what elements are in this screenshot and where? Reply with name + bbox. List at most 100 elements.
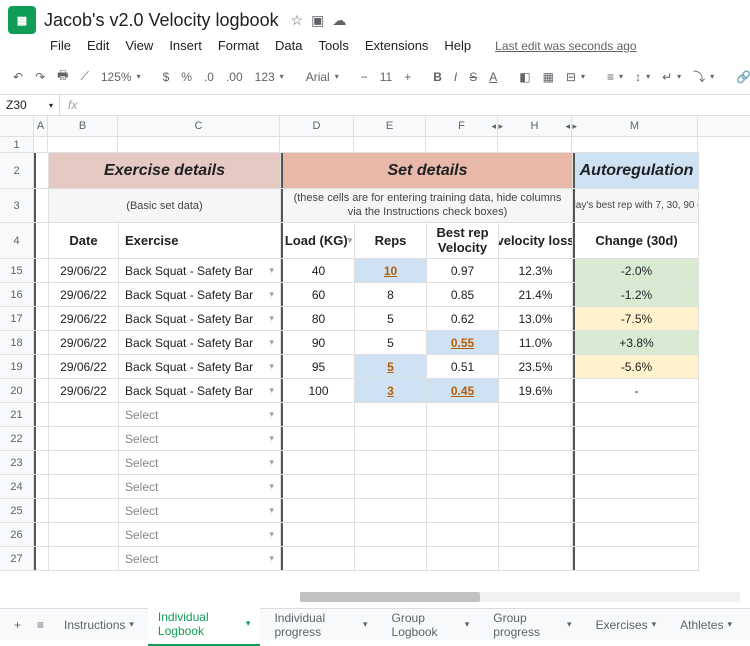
row-header-20[interactable]: 20 xyxy=(0,379,33,403)
row-header-3[interactable]: 3 xyxy=(0,189,33,223)
sheet-tab-individual-progress[interactable]: Individual progress ▾ xyxy=(264,605,377,645)
cloud-icon[interactable]: ☁ xyxy=(332,12,346,29)
valign-button[interactable]: ↕ xyxy=(630,67,655,87)
percent-button[interactable]: % xyxy=(176,67,197,87)
exercise-cell[interactable]: Back Squat - Safety Bar▾ xyxy=(119,259,281,282)
row-header-24[interactable]: 24 xyxy=(0,475,33,499)
exercise-cell[interactable]: Back Squat - Safety Bar▾ xyxy=(119,355,281,378)
row-header-18[interactable]: 18 xyxy=(0,331,33,355)
decimal-dec-button[interactable]: .0 xyxy=(199,67,219,87)
font-size[interactable]: 11 xyxy=(375,67,397,87)
num-format-select[interactable]: 123 xyxy=(250,67,289,87)
move-icon[interactable]: ▣ xyxy=(311,12,324,29)
reps-cell xyxy=(355,547,427,570)
row-header-26[interactable]: 26 xyxy=(0,523,33,547)
best-cell: 0.85 xyxy=(427,283,499,306)
exercise-cell[interactable]: Select▾ xyxy=(119,451,281,474)
paint-format-button[interactable]: ⟋ xyxy=(75,66,93,87)
load-cell xyxy=(281,403,355,426)
menu-edit[interactable]: Edit xyxy=(81,36,115,55)
exercise-cell[interactable]: Back Squat - Safety Bar▾ xyxy=(119,283,281,306)
bold-button[interactable]: B xyxy=(428,67,447,87)
sheet-tab-athletes[interactable]: Athletes ▾ xyxy=(670,612,742,638)
cell xyxy=(34,427,49,450)
name-box[interactable]: Z30▾ xyxy=(0,95,60,115)
font-select[interactable]: Arial xyxy=(301,67,344,87)
row-header-16[interactable]: 16 xyxy=(0,283,33,307)
exercise-cell[interactable]: Select▾ xyxy=(119,547,281,570)
currency-button[interactable]: $ xyxy=(158,67,175,87)
row-header-19[interactable]: 19 xyxy=(0,355,33,379)
zoom-select[interactable]: 125% xyxy=(96,67,146,87)
col-header-M[interactable]: M xyxy=(572,116,698,136)
exercise-cell[interactable]: Select▾ xyxy=(119,403,281,426)
font-size-dec[interactable]: − xyxy=(356,67,373,87)
horizontal-scrollbar[interactable] xyxy=(300,592,740,602)
menu-view[interactable]: View xyxy=(119,36,159,55)
col-header-C[interactable]: C xyxy=(118,116,280,136)
exercise-cell[interactable]: Select▾ xyxy=(119,475,281,498)
exercise-cell[interactable]: Back Squat - Safety Bar▾ xyxy=(119,307,281,330)
exercise-cell[interactable]: Select▾ xyxy=(119,427,281,450)
sheet-tab-instructions[interactable]: Instructions ▾ xyxy=(54,612,144,638)
star-icon[interactable]: ☆ xyxy=(291,12,304,29)
row-header-27[interactable]: 27 xyxy=(0,547,33,571)
col-header-D[interactable]: D xyxy=(280,116,354,136)
vloss-cell xyxy=(499,475,573,498)
date-cell: 29/06/22 xyxy=(49,283,119,306)
row-header-25[interactable]: 25 xyxy=(0,499,33,523)
col-header-A[interactable]: A xyxy=(34,116,48,136)
exercise-cell[interactable]: Back Squat - Safety Bar▾ xyxy=(119,331,281,354)
sheet-tab-exercises[interactable]: Exercises ▾ xyxy=(586,612,667,638)
col-header-F[interactable]: F◂ ▸ xyxy=(426,116,498,136)
row-header-17[interactable]: 17 xyxy=(0,307,33,331)
rotate-button[interactable]: ⤵ xyxy=(688,65,719,88)
print-button[interactable]: 🖶 xyxy=(52,63,73,90)
row-header-23[interactable]: 23 xyxy=(0,451,33,475)
menu-help[interactable]: Help xyxy=(438,36,477,55)
halign-button[interactable]: ≡ xyxy=(602,67,628,87)
col-header-E[interactable]: E xyxy=(354,116,426,136)
cell xyxy=(48,137,118,152)
link-button[interactable]: 🔗 xyxy=(731,67,750,87)
merge-button[interactable]: ⊟ xyxy=(561,67,590,87)
menu-tools[interactable]: Tools xyxy=(312,36,354,55)
italic-button[interactable]: I xyxy=(449,67,462,87)
row-header-22[interactable]: 22 xyxy=(0,427,33,451)
exercise-cell[interactable]: Back Squat - Safety Bar▾ xyxy=(119,379,281,402)
col-load[interactable]: Load (KG) ▾ xyxy=(281,223,355,258)
document-title[interactable]: Jacob's v2.0 Velocity logbook xyxy=(44,10,279,31)
formula-bar[interactable] xyxy=(85,102,750,108)
borders-button[interactable]: ▦ xyxy=(538,67,559,87)
strike-button[interactable]: S xyxy=(464,67,482,87)
vloss-cell xyxy=(499,451,573,474)
menu-data[interactable]: Data xyxy=(269,36,308,55)
row-header-15[interactable]: 15 xyxy=(0,259,33,283)
sheet-tab-group-logbook[interactable]: Group Logbook ▾ xyxy=(382,605,480,645)
all-sheets-button[interactable]: ≡ xyxy=(31,614,50,636)
fill-color-button[interactable]: ◧ xyxy=(514,67,535,87)
exercise-cell[interactable]: Select▾ xyxy=(119,499,281,522)
decimal-inc-button[interactable]: .00 xyxy=(221,67,248,87)
text-color-button[interactable]: A xyxy=(484,67,502,87)
row-header-2[interactable]: 2 xyxy=(0,153,33,189)
row-header-4[interactable]: 4 xyxy=(0,223,33,259)
col-header-H[interactable]: H◂ ▸ xyxy=(498,116,572,136)
font-size-inc[interactable]: + xyxy=(399,67,416,87)
wrap-button[interactable]: ↵ xyxy=(657,67,686,87)
menu-insert[interactable]: Insert xyxy=(163,36,208,55)
row-header-21[interactable]: 21 xyxy=(0,403,33,427)
add-sheet-button[interactable]: + xyxy=(8,614,27,636)
sheet-tab-group-progress[interactable]: Group progress ▾ xyxy=(483,605,581,645)
menu-extensions[interactable]: Extensions xyxy=(359,36,435,55)
last-edit[interactable]: Last edit was seconds ago xyxy=(489,37,642,55)
menu-file[interactable]: File xyxy=(44,36,77,55)
sheet-tab-individual-logbook[interactable]: Individual Logbook ▾ xyxy=(148,604,261,646)
redo-button[interactable]: ↷ xyxy=(30,67,50,87)
menu-format[interactable]: Format xyxy=(212,36,265,55)
exercise-cell[interactable]: Select▾ xyxy=(119,523,281,546)
undo-button[interactable]: ↶ xyxy=(8,67,28,87)
col-header-B[interactable]: B xyxy=(48,116,118,136)
load-cell xyxy=(281,499,355,522)
row-header-1[interactable]: 1 xyxy=(0,137,33,153)
